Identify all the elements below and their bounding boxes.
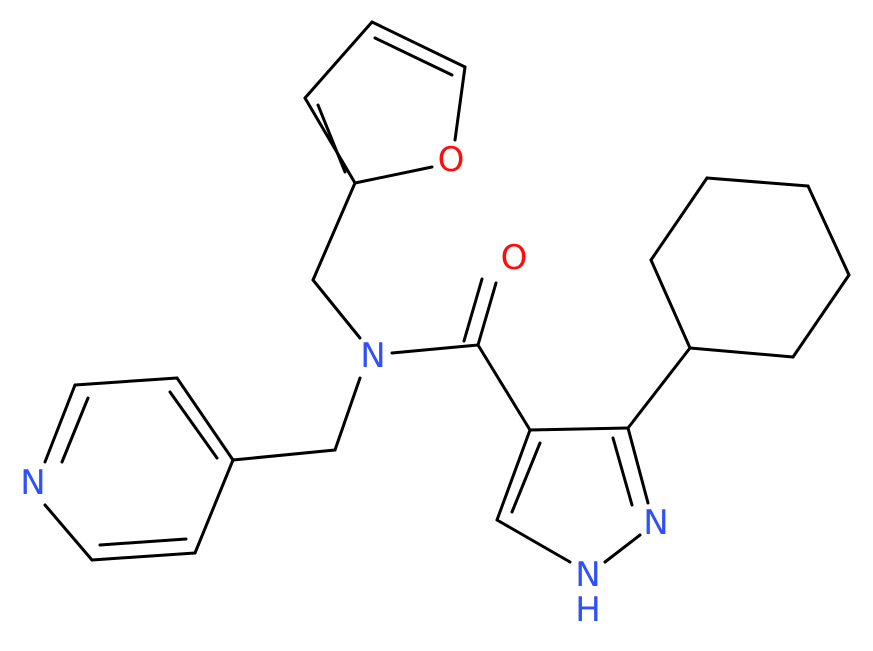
atom-label: O (438, 140, 465, 180)
atom-label: N (360, 336, 385, 376)
bonds (43, 20, 851, 564)
atom-labels: O O N N N N H (20, 140, 668, 630)
atom-label: H (575, 590, 601, 630)
atom-label: N (643, 503, 668, 543)
atom-label: N (20, 463, 45, 503)
atom-label: N (575, 555, 600, 595)
atom-label: O (501, 238, 528, 278)
